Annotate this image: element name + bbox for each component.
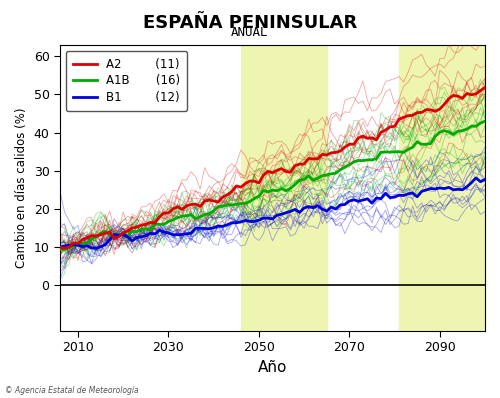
X-axis label: Año: Año xyxy=(258,360,287,375)
Text: © Agencia Estatal de Meteorología: © Agencia Estatal de Meteorología xyxy=(5,386,138,395)
Bar xyxy=(399,45,485,331)
Text: ANUAL: ANUAL xyxy=(231,26,269,39)
Text: ESPAÑA PENINSULAR: ESPAÑA PENINSULAR xyxy=(143,14,357,32)
Legend: A2         (11), A1B       (16), B1         (12): A2 (11), A1B (16), B1 (12) xyxy=(66,51,187,111)
Bar xyxy=(241,45,326,331)
Y-axis label: Cambio en días calidos (%): Cambio en días calidos (%) xyxy=(15,108,28,268)
